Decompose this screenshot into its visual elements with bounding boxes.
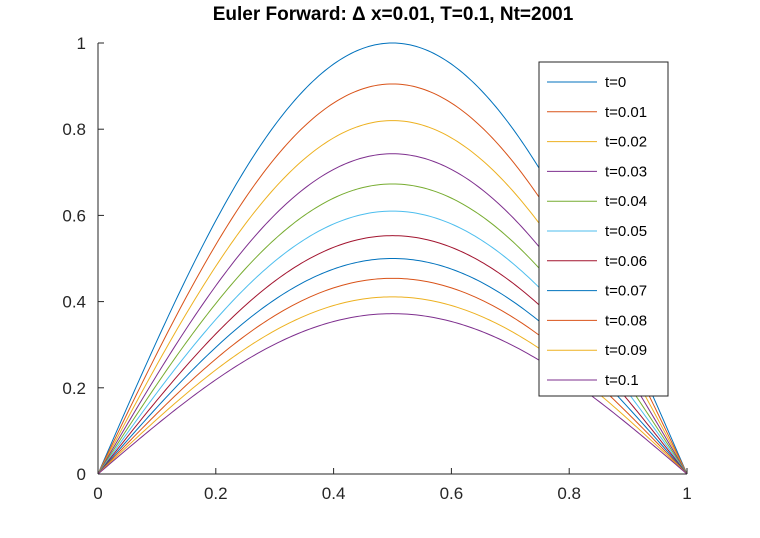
legend-label-8: t=0.08	[605, 312, 647, 329]
y-tick-label: 1	[77, 34, 86, 53]
legend-label-5: t=0.05	[605, 223, 647, 240]
legend: t=0 t=0.01 t=0.02 t=0.03 t=0.04 t=0.05 t=0.06 t…	[538, 61, 669, 397]
y-tick-label: 0.2	[62, 379, 86, 398]
legend-box	[538, 61, 669, 397]
legend-label-10: t=0.1	[605, 372, 639, 389]
y-tick-label: 0.6	[62, 206, 86, 225]
y-tick-label: 0.8	[62, 120, 86, 139]
x-tick-label: 1	[682, 484, 691, 503]
axes: 0 0.2 0.4 0.6 0.8 1 0 0.2 0.4 0.6 0.8 1	[62, 34, 691, 503]
x-tick-label: 0.2	[204, 484, 228, 503]
x-tick-label: 0.6	[440, 484, 464, 503]
y-tick-label: 0.4	[62, 293, 86, 312]
legend-label-2: t=0.02	[605, 134, 647, 151]
legend-label-3: t=0.03	[605, 163, 647, 180]
legend-label-6: t=0.06	[605, 253, 647, 270]
legend-label-4: t=0.04	[605, 193, 647, 210]
legend-label-0: t=0	[605, 74, 626, 91]
chart-title: Euler Forward: Δ x=0.01, T=0.1, Nt=2001	[213, 4, 574, 25]
legend-label-7: t=0.07	[605, 283, 647, 300]
legend-label-1: t=0.01	[605, 104, 647, 121]
x-tick-label: 0.8	[557, 484, 581, 503]
x-tick-label: 0	[93, 484, 102, 503]
x-tick-label: 0.4	[322, 484, 346, 503]
y-tick-label: 0	[77, 465, 86, 484]
legend-label-9: t=0.09	[605, 342, 647, 359]
